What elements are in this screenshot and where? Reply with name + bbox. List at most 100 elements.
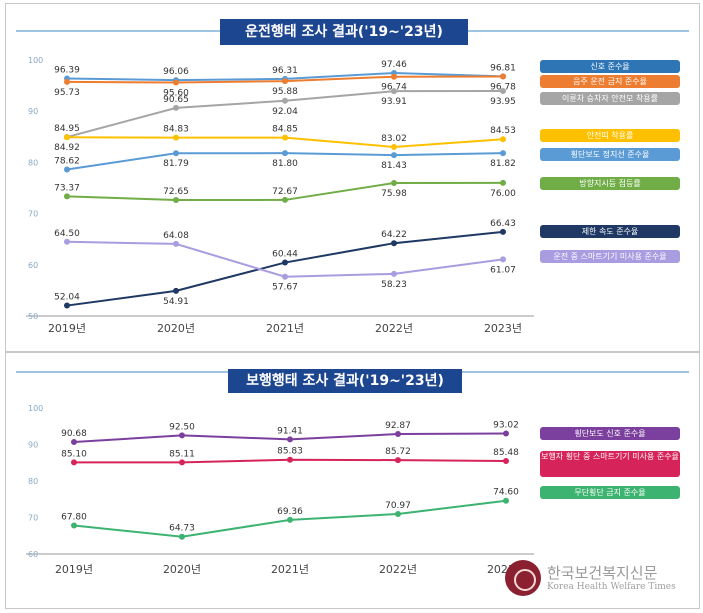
data-label: 85.72 xyxy=(385,447,411,457)
data-label: 60.44 xyxy=(272,250,298,260)
data-label: 57.67 xyxy=(272,283,298,293)
x-tick-label: 2021년 xyxy=(271,563,309,576)
x-tick-label: 2020년 xyxy=(157,322,195,335)
legend-item: 음주 운전 금지 준수율 xyxy=(540,75,680,88)
data-point xyxy=(500,150,506,157)
data-label: 74.60 xyxy=(493,488,519,498)
data-point xyxy=(173,79,179,86)
data-label: 90.65 xyxy=(163,95,189,105)
data-point xyxy=(179,459,185,466)
x-tick-label: 2022년 xyxy=(375,322,413,335)
data-label: 92.50 xyxy=(169,422,195,432)
y-tick-label: 70 xyxy=(28,514,38,523)
data-label: 95.88 xyxy=(272,87,298,97)
data-point xyxy=(282,273,288,280)
watermark-english: Korea Health Welfare Times xyxy=(547,582,676,592)
data-point xyxy=(64,166,70,173)
data-point xyxy=(503,457,509,464)
data-label: 96.78 xyxy=(490,82,516,92)
data-label: 85.48 xyxy=(493,448,519,458)
data-label: 64.08 xyxy=(163,231,189,241)
y-tick-label: 90 xyxy=(28,441,38,450)
y-tick-label: 60 xyxy=(28,550,38,559)
data-label: 93.91 xyxy=(381,97,407,107)
data-label: 69.36 xyxy=(277,507,303,517)
data-point xyxy=(500,179,506,186)
data-point xyxy=(179,533,185,540)
x-tick-label: 2019년 xyxy=(55,563,93,576)
data-point xyxy=(500,136,506,143)
data-label: 85.11 xyxy=(169,449,195,459)
data-point xyxy=(391,73,397,80)
legend-item: 방향지시등 점등률 xyxy=(540,177,680,190)
data-label: 64.50 xyxy=(54,229,80,239)
y-tick-label: 80 xyxy=(28,158,38,167)
x-tick-label: 2019년 xyxy=(48,322,86,335)
data-point xyxy=(287,436,293,443)
data-label: 52.04 xyxy=(54,293,80,303)
data-point xyxy=(282,150,288,157)
data-point xyxy=(395,510,401,517)
data-label: 81.80 xyxy=(272,159,298,169)
data-label: 70.97 xyxy=(385,501,411,511)
data-label: 76.00 xyxy=(490,189,516,199)
data-label: 84.92 xyxy=(54,143,80,153)
legend-item: 안전띠 착용률 xyxy=(540,129,680,142)
data-point xyxy=(282,97,288,104)
data-point xyxy=(71,459,77,466)
data-label: 73.37 xyxy=(54,183,80,193)
data-point xyxy=(173,134,179,141)
data-point xyxy=(173,104,179,111)
data-label: 85.83 xyxy=(277,447,303,457)
data-label: 83.02 xyxy=(381,134,407,144)
data-point xyxy=(173,287,179,294)
data-label: 78.62 xyxy=(54,156,80,166)
data-label: 96.39 xyxy=(54,65,80,75)
y-tick-label: 60 xyxy=(28,261,38,270)
watermark-korean: 한국보건복지신문 xyxy=(547,564,658,582)
data-label: 93.95 xyxy=(490,97,516,107)
data-label: 92.87 xyxy=(385,421,411,431)
data-point xyxy=(500,228,506,235)
pedestrian-line-chart: 607080901002019년2020년2021년2022년2023년90.6… xyxy=(26,404,534,576)
y-tick-label: 80 xyxy=(28,477,38,486)
newspaper-seal-icon xyxy=(505,560,541,596)
newspaper-watermark: 한국보건복지신문 Korea Health Welfare Times xyxy=(505,560,695,600)
data-point xyxy=(64,78,70,85)
data-label: 95.60 xyxy=(163,89,189,99)
legend-item: 횡단보도 신호 준수율 xyxy=(540,427,680,440)
legend-item: 보행자 횡단 중 스마트기기 미사용 준수율 xyxy=(540,451,680,477)
data-label: 96.81 xyxy=(490,63,516,73)
data-point xyxy=(282,78,288,85)
data-label: 95.73 xyxy=(54,88,80,98)
data-point xyxy=(282,259,288,266)
data-point xyxy=(500,87,506,94)
y-tick-label: 50 xyxy=(28,312,38,321)
data-label: 96.06 xyxy=(163,67,189,77)
data-label: 96.31 xyxy=(272,66,298,76)
data-point xyxy=(395,457,401,464)
data-point xyxy=(282,134,288,141)
driving-line-chart: 50 60 70 80 90 100 2019년 2020년 2021년 2022년 2023년 96… xyxy=(26,56,534,335)
data-point xyxy=(503,430,509,437)
data-point xyxy=(64,193,70,200)
legend-item: 신호 준수율 xyxy=(540,60,680,73)
legend-item: 무단횡단 금지 준수율 xyxy=(540,486,680,499)
pedestrian-behavior-chart-panel: 보행행태 조사 결과('19~'23년) 60 70 80 90 100 2019년 202… xyxy=(5,352,700,609)
data-point xyxy=(395,431,401,438)
x-tick-label: 2022년 xyxy=(379,563,417,576)
data-point xyxy=(282,196,288,203)
data-label: 84.53 xyxy=(490,126,516,136)
x-tick-label: 2021년 xyxy=(266,322,304,335)
driving-behavior-chart-panel: 운전행태 조사 결과('19~'23년) 50 60 70 80 90 100 2019년 2… xyxy=(5,3,700,352)
data-point xyxy=(64,134,70,141)
legend-item: 횡단보도 정지선 준수율 xyxy=(540,148,680,161)
y-tick-label: 70 xyxy=(28,210,38,219)
data-point xyxy=(287,456,293,463)
data-point xyxy=(64,302,70,309)
data-label: 84.95 xyxy=(54,124,80,134)
chart-title: 보행행태 조사 결과('19~'23년) xyxy=(228,369,462,393)
data-label: 64.22 xyxy=(381,230,407,240)
data-point xyxy=(173,197,179,204)
x-tick-label: 2023년 xyxy=(484,322,522,335)
